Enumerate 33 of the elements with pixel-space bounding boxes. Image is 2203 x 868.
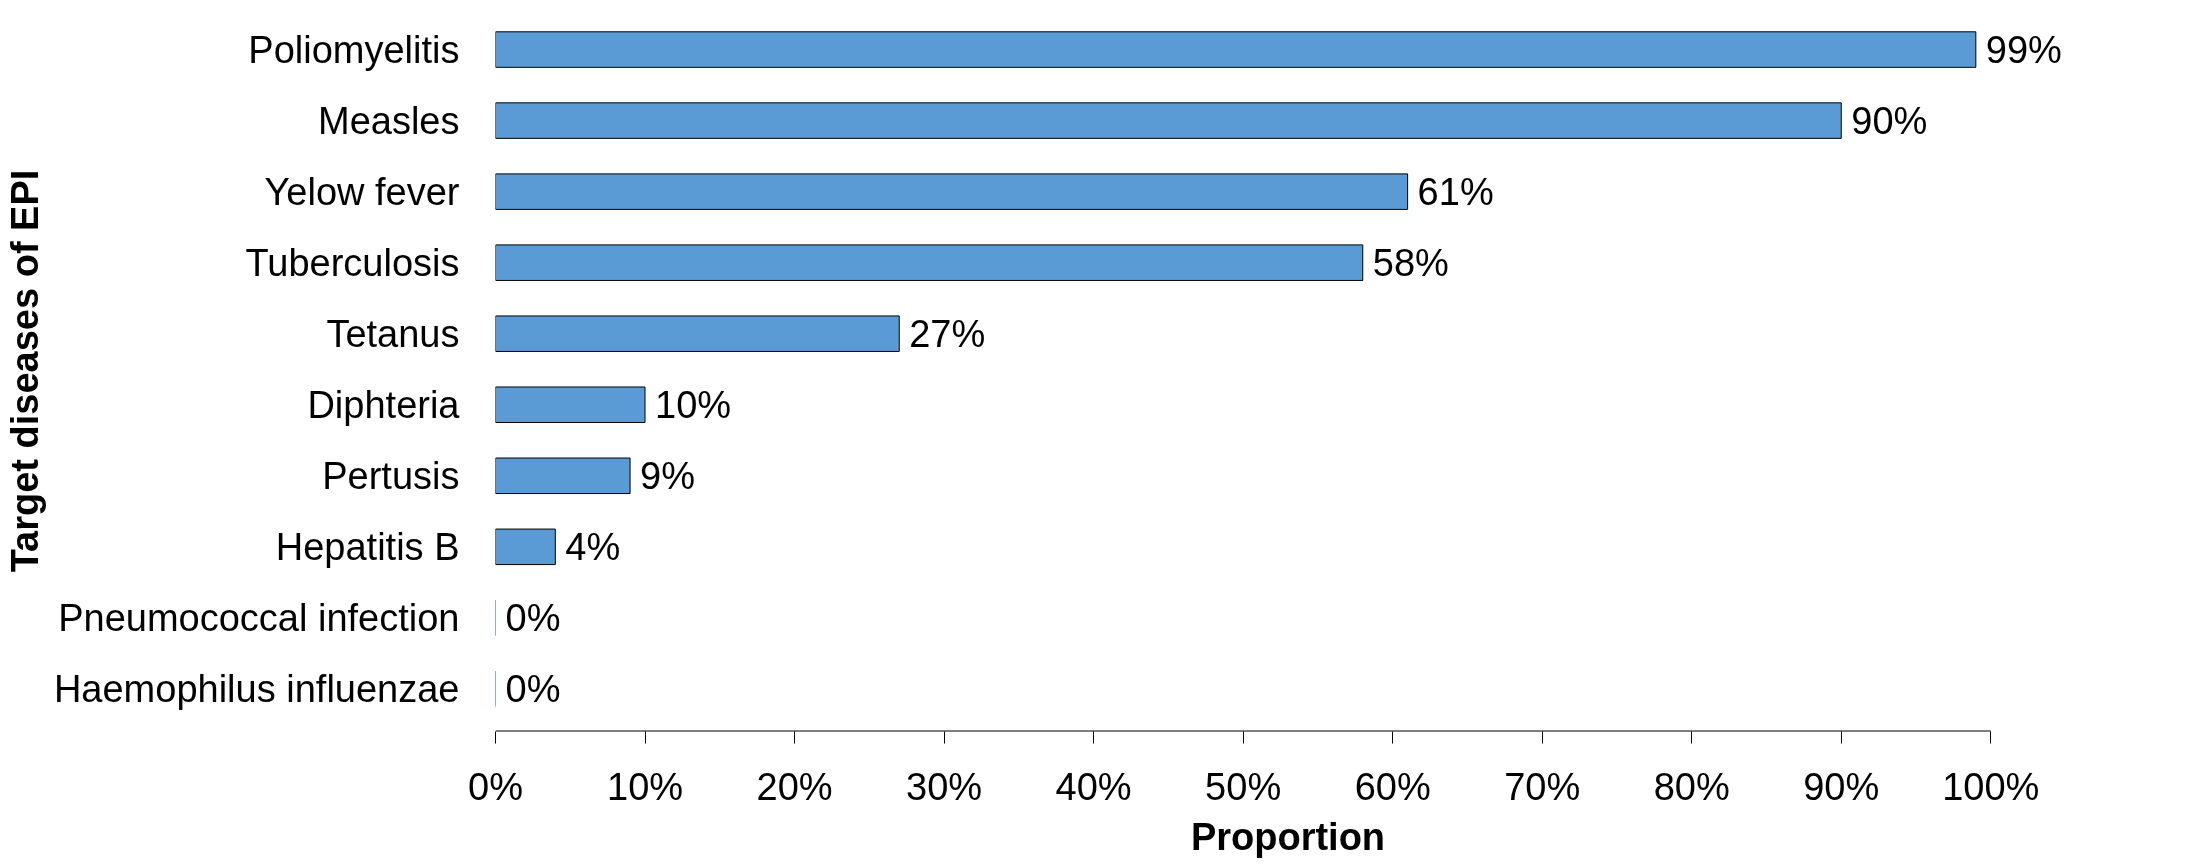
- x-tick-label: 20%: [756, 765, 833, 808]
- y-tick-label: Yelow fever: [264, 170, 460, 213]
- data-label: 0%: [505, 596, 561, 639]
- y-tick-label: Tetanus: [326, 312, 460, 355]
- y-axis-title: Target diseases of EPI: [3, 169, 46, 573]
- y-tick-label: Poliomyelitis: [248, 28, 460, 71]
- x-tick-label: 10%: [607, 765, 684, 808]
- y-tick-label: Diphteria: [307, 383, 461, 426]
- data-label: 9%: [640, 454, 695, 497]
- y-tick-label: Haemophilus influenzae: [53, 667, 460, 710]
- data-label: 27%: [909, 312, 986, 355]
- y-tick-label: Hepatitis B: [275, 525, 460, 568]
- data-label: 4%: [565, 525, 621, 568]
- x-tick-label: 80%: [1653, 765, 1730, 808]
- data-label: 99%: [1985, 28, 2062, 71]
- x-tick-label: 40%: [1055, 765, 1132, 808]
- x-tick-label: 50%: [1205, 765, 1282, 808]
- data-label: 58%: [1372, 241, 1449, 284]
- x-tick-label: 0%: [468, 765, 523, 808]
- data-label: 0%: [505, 667, 561, 710]
- x-tick-label: 60%: [1354, 765, 1431, 808]
- data-label: 90%: [1851, 99, 1928, 142]
- y-tick-label: Pneumococcal infection: [58, 596, 460, 639]
- x-tick-label: 70%: [1504, 765, 1581, 808]
- x-tick-label: 100%: [1942, 765, 2040, 808]
- x-tick-label: 90%: [1803, 765, 1880, 808]
- y-tick-label: Pertusis: [322, 454, 460, 497]
- y-tick-label: Tuberculosis: [245, 241, 460, 284]
- data-label: 61%: [1417, 170, 1494, 213]
- y-tick-label: Measles: [318, 99, 460, 142]
- x-tick-label: 30%: [906, 765, 983, 808]
- x-axis-title: Proportion: [1190, 815, 1386, 858]
- data-label: 10%: [655, 383, 732, 426]
